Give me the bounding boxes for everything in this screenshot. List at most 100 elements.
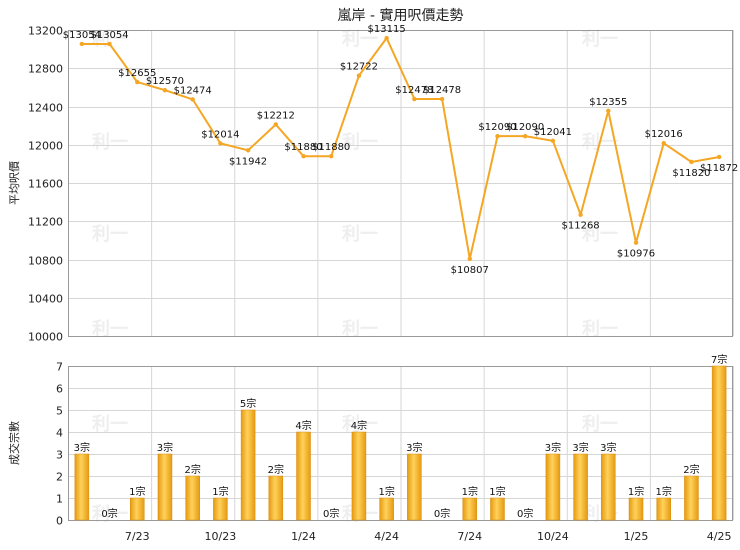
volume-bar-label: 4宗: [351, 419, 367, 432]
price-data-label: $12655: [118, 68, 156, 79]
price-data-label: $12474: [174, 85, 212, 96]
volume-bar-label: 0宗: [323, 507, 339, 520]
volume-bar: [711, 365, 727, 521]
volume-bar-label: 3宗: [157, 441, 173, 454]
price-point: [495, 133, 500, 139]
volume-bar: [462, 497, 478, 521]
volume-y-axis-label: 成交宗數: [7, 421, 21, 465]
x-tick-label: 4/25: [707, 530, 732, 543]
price-point: [301, 154, 306, 159]
volume-bar-label: 0宗: [517, 507, 533, 520]
volume-bar: [545, 453, 561, 521]
volume-bar: [490, 497, 505, 521]
volume-y-tick-label: 3: [56, 449, 63, 462]
price-data-label: $12722: [340, 62, 378, 73]
volume-bar-label: 1宗: [656, 485, 672, 498]
price-plot-frame: [68, 30, 733, 337]
x-tick-label: 7/23: [125, 530, 150, 543]
volume-bar: [130, 497, 145, 521]
volume-bar: [240, 409, 256, 521]
watermark-text: 利一: [92, 413, 128, 435]
price-y-tick-label: 12000: [28, 140, 63, 153]
volume-y-tick-label: 7: [56, 361, 63, 374]
price-data-label: $11820: [672, 168, 710, 179]
price-data-label: $12478: [423, 85, 461, 96]
x-tick-label: 10/24: [537, 530, 569, 543]
price-data-label: $10976: [617, 249, 655, 260]
watermark-text: 利一: [92, 503, 128, 525]
price-data-label: $12212: [257, 110, 295, 121]
price-y-tick-label: 12800: [28, 63, 63, 76]
volume-bar-label: 3宗: [600, 441, 616, 454]
watermark-text: 利一: [92, 223, 128, 245]
price-point: [550, 138, 556, 144]
price-data-label: $12478: [395, 85, 433, 96]
price-y-tick-label: 13200: [28, 25, 63, 38]
price-y-tick-label: 10000: [28, 331, 63, 344]
x-tick-label: 7/24: [457, 530, 482, 543]
price-point: [467, 256, 472, 262]
price-data-label: $11268: [562, 221, 600, 232]
price-data-label: $11942: [229, 156, 267, 167]
watermark-text: 利一: [582, 28, 618, 50]
price-point: [107, 41, 112, 47]
x-tick-label: 4/24: [374, 530, 399, 543]
volume-bar-label: 1宗: [212, 485, 228, 498]
price-point: [412, 96, 417, 102]
volume-bar-label: 5宗: [240, 397, 256, 410]
price-data-label: $11872: [700, 163, 738, 174]
volume-y-tick-label: 0: [56, 515, 63, 528]
price-point: [661, 141, 666, 146]
volume-bar: [628, 497, 644, 521]
price-data-label: $12090: [478, 122, 516, 133]
price-data-label: $13054: [63, 30, 101, 41]
price-series-line: [81, 37, 720, 260]
volume-bar: [351, 431, 367, 521]
volume-y-tick-label: 4: [56, 427, 63, 440]
price-point: [384, 35, 389, 41]
volume-y-tick-label: 5: [56, 405, 63, 418]
volume-bar-label: 2宗: [185, 463, 201, 476]
volume-bar-label: 4宗: [295, 419, 311, 432]
volume-bar: [684, 475, 699, 521]
price-point: [522, 133, 528, 139]
price-data-label: $12570: [146, 76, 184, 87]
price-y-tick-label: 12400: [28, 102, 63, 115]
price-data-label: $11880: [284, 142, 322, 153]
price-point: [716, 154, 722, 160]
watermark-text: 利一: [92, 318, 128, 340]
volume-bar-label: 3宗: [572, 441, 588, 454]
price-data-label: $12014: [201, 129, 239, 140]
price-data-label: $12016: [645, 129, 683, 140]
price-point: [439, 96, 445, 102]
volume-bar: [573, 453, 588, 521]
watermark-text: 利一: [342, 413, 378, 435]
volume-bar: [268, 475, 284, 521]
price-data-label: $13115: [368, 24, 406, 35]
volume-bar: [213, 497, 228, 521]
watermark-text: 利一: [342, 131, 378, 153]
volume-y-tick-label: 6: [56, 383, 63, 396]
volume-bar-label: 1宗: [628, 485, 644, 498]
price-point: [162, 88, 168, 93]
watermark-text: 利一: [342, 318, 378, 340]
volume-y-tick-label: 1: [56, 493, 63, 506]
price-point: [578, 212, 583, 217]
volume-bar-label: 0宗: [101, 507, 117, 520]
x-tick-label: 1/24: [291, 530, 316, 543]
volume-bar-label: 1宗: [489, 485, 505, 498]
watermark-text: 利一: [582, 318, 618, 340]
volume-bar-label: 2宗: [268, 463, 284, 476]
price-point: [329, 154, 334, 159]
price-point: [135, 79, 140, 85]
volume-bar-label: 2宗: [683, 463, 699, 476]
x-tick-label: 10/23: [205, 530, 237, 543]
price-point: [273, 122, 279, 127]
volume-bar-label: 3宗: [74, 441, 90, 454]
volume-bar: [656, 497, 671, 521]
volume-bar: [379, 497, 394, 521]
volume-bar-label: 1宗: [129, 485, 145, 498]
volume-bar-label: 0宗: [434, 507, 450, 520]
price-data-label: $12041: [534, 127, 572, 138]
